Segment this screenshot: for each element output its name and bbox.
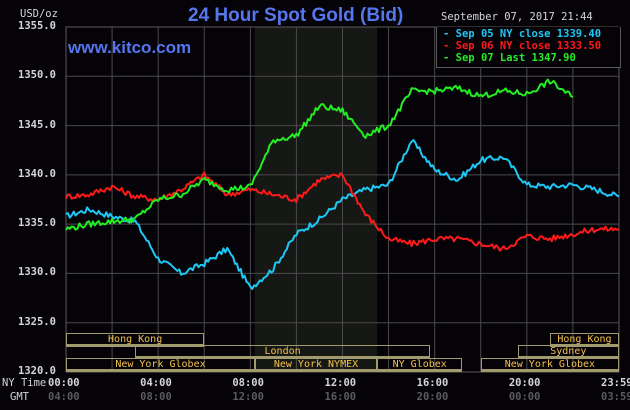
nymex-highlight-band — [254, 27, 378, 372]
x-tick-gmt: 16:00 — [324, 391, 357, 403]
x-tick-gmt: 12:00 — [232, 391, 264, 403]
x-tick-gmt: 20:00 — [416, 391, 449, 403]
y-tick-label: 1350.0 — [18, 69, 56, 82]
y-tick-label: 1330.0 — [18, 266, 56, 279]
series-line-0 — [65, 139, 620, 290]
series-line-2 — [65, 78, 574, 231]
x-tick-ny: 04:00 — [140, 377, 172, 389]
site-link[interactable]: www.kitco.com — [68, 38, 192, 57]
session-bar: New York Globex — [66, 358, 255, 372]
session-bar: Sydney — [517, 345, 619, 359]
y-tick-label: 1355.0 — [18, 20, 56, 32]
x-tick-gmt: 04:00 — [48, 391, 80, 403]
session-bar: London — [135, 345, 431, 359]
y-tick-label: 1335.0 — [18, 217, 56, 230]
plot-border — [65, 26, 620, 373]
y-tick-label: 1345.0 — [18, 118, 56, 131]
session-bar: New York NYMEX — [254, 358, 378, 372]
y-tick-label: 1340.0 — [18, 167, 56, 180]
x-tick-ny: 16:00 — [416, 377, 449, 389]
x-tick-ny: 23:59 — [601, 377, 630, 389]
legend: - Sep 05 NY close 1339.40 - Sep 06 NY cl… — [436, 27, 621, 68]
x-tick-ny: 08:00 — [232, 377, 264, 389]
legend-item-sep05: - Sep 05 NY close 1339.40 — [443, 28, 602, 40]
x-tick-ny: 00:00 — [48, 377, 80, 389]
chart-title: 24 Hour Spot Gold (Bid) — [188, 5, 404, 26]
session-bar: New York Globex — [480, 358, 619, 372]
x-tick-ny: 12:00 — [324, 377, 357, 389]
x-tick-gmt: 00:00 — [508, 391, 541, 403]
legend-item-sep07: - Sep 07 Last 1347.90 — [443, 52, 576, 64]
y-axis-unit: USD/oz — [20, 8, 58, 20]
gmt-label: GMT — [10, 391, 29, 403]
x-tick-gmt: 08:00 — [140, 391, 172, 403]
y-tick-label: 1325.0 — [18, 315, 56, 328]
legend-item-sep06: - Sep 06 NY close 1333.50 — [443, 40, 602, 52]
chart-datetime: September 07, 2017 21:44 — [441, 11, 593, 23]
ny-time-label: NY Time — [2, 377, 47, 389]
x-tick-ny: 20:00 — [508, 377, 541, 389]
session-bar: NY Globex — [377, 358, 463, 372]
y-tick-label: 1320.0 — [18, 365, 56, 377]
x-tick-gmt: 03:59 — [601, 391, 630, 403]
session-bar: Hong Kong — [549, 333, 619, 347]
